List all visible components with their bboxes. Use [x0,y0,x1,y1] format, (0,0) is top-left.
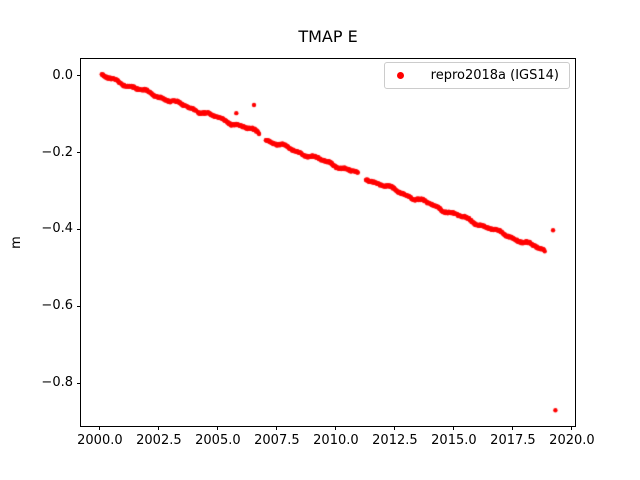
x-tick-label: 2002.5 [136,433,182,448]
y-tick [77,305,81,307]
x-tick [217,426,219,430]
x-tick-label: 2017.5 [490,433,536,448]
x-tick-label: 2000.0 [77,433,123,448]
y-tick-label: −0.6 [41,297,73,313]
x-tick [335,426,337,430]
x-tick [158,426,160,430]
x-tick [453,426,455,430]
x-tick [512,426,514,430]
y-tick-label: −0.4 [41,221,73,237]
x-tick [571,426,573,430]
y-tick [77,382,81,384]
scatter-canvas [81,59,575,426]
y-tick [77,75,81,77]
legend-marker-dot [396,72,404,79]
legend-label: repro2018a (IGS14) [430,68,559,83]
x-tick-label: 2007.5 [254,433,300,448]
y-axis-label: m [8,236,24,249]
y-tick-label: 0.0 [52,67,73,83]
x-tick [394,426,396,430]
x-tick-label: 2020.0 [549,433,595,448]
plot-area: repro2018a (IGS14) 2000.0 2002.5 2005.0 200… [41,58,595,448]
y-tick [77,152,81,154]
x-tick-label: 2015.0 [431,433,477,448]
y-tick [77,228,81,230]
chart-title: TMAP E [298,27,358,46]
x-tick-label: 2005.0 [195,433,241,448]
y-tick-label: −0.2 [41,144,73,160]
legend: repro2018a (IGS14) [383,62,570,89]
x-tick [99,426,101,430]
x-tick-label: 2012.5 [372,433,418,448]
x-tick [276,426,278,430]
x-tick-label: 2010.0 [313,433,359,448]
y-tick-label: −0.8 [41,374,73,390]
